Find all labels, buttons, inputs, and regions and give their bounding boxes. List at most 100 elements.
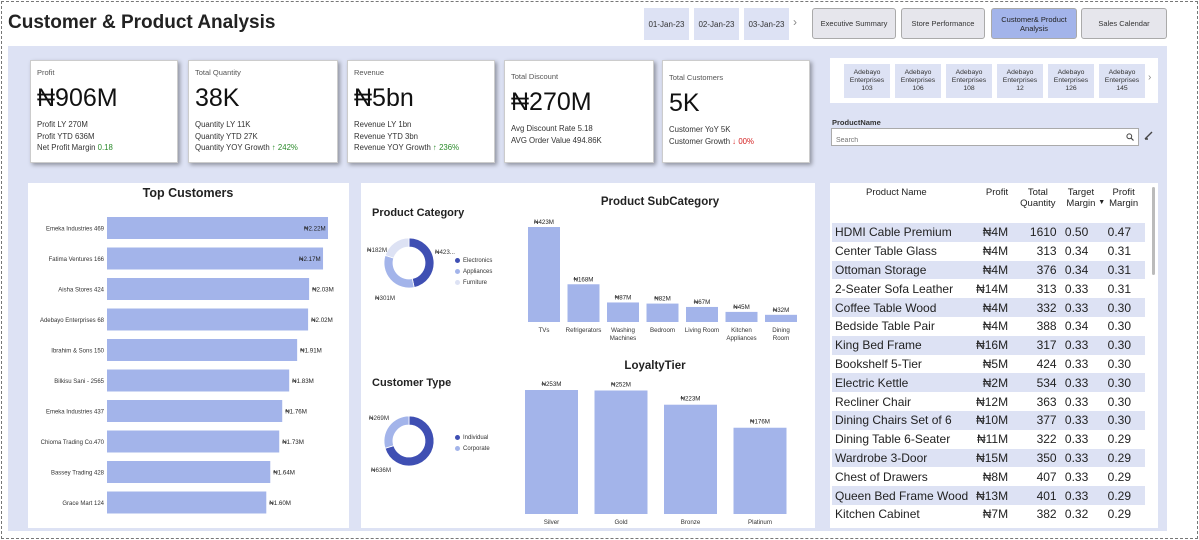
store-slicer-item[interactable]: Adebayo Enterprises 126 (1048, 64, 1094, 98)
search-icon[interactable] (1126, 133, 1134, 141)
target-margin-cell: 0.34 (1064, 262, 1089, 277)
profit-cell: ₦11M (976, 432, 1009, 447)
profit-cell: ₦4M (982, 244, 1009, 259)
quantity-cell: 332 (1036, 300, 1057, 315)
table-row[interactable]: Kitchen Cabinet ₦7M 382 0.32 0.29 (832, 504, 1145, 524)
customer-bar (107, 278, 310, 300)
target-margin-cell: 0.34 (1064, 244, 1089, 259)
productname-label: ProductName (832, 118, 881, 127)
store-slicer-item[interactable]: Adebayo Enterprises 103 (844, 64, 890, 98)
kpi-card-customers: Total Customers 5K Customer YoY 5K Custo… (662, 60, 810, 163)
target-margin-cell: 0.33 (1064, 281, 1089, 296)
kpi-card-quantity: Total Quantity 38K Quantity LY 11K Quant… (188, 60, 338, 163)
customer-bar (107, 308, 309, 331)
product-category-donut: ₦423... ₦301M ₦182M (367, 237, 455, 302)
col-target-margin[interactable]: Target Margin (1066, 187, 1096, 209)
product-name-cell: Dining Chairs Set of 6 (835, 413, 952, 428)
customer-bar (107, 400, 283, 422)
legend-dot (455, 268, 460, 274)
kpi-card-profit: Profit ₦906M Profit LY 270M Profit YTD 6… (30, 60, 178, 163)
subcategory-bar (567, 284, 600, 322)
subcategory-label: Kitchen (731, 327, 752, 334)
quantity-cell: 382 (1036, 507, 1057, 522)
product-name-cell: King Bed Frame (835, 338, 922, 353)
table-row[interactable]: Center Table Glass ₦4M 313 0.34 0.31 (832, 241, 1145, 261)
customer-label: Fatima Ventures 166 (49, 257, 105, 263)
page-title: Customer & Product Analysis (8, 12, 276, 33)
nav-customer-product-analysis[interactable]: Customer& Product Analysis (991, 8, 1077, 39)
customer-value-label: ₦1.64M (273, 470, 295, 477)
subcategory-label: Dining (772, 327, 790, 334)
product-category-title: Product Category (372, 207, 465, 219)
product-search-box[interactable] (831, 128, 1139, 149)
profit-cell: ₦12M (976, 394, 1009, 409)
subcategory-bar (765, 314, 797, 322)
donut-slice (383, 415, 410, 449)
table-row[interactable]: HDMI Cable Premium ₦4M 1610 0.50 0.47 (832, 223, 1145, 242)
profit-margin-cell: 0.30 (1107, 394, 1131, 409)
table-row[interactable]: Chest of Drawers ₦8M 407 0.33 0.29 (832, 467, 1145, 487)
table-row[interactable]: Bedside Table Pair ₦4M 388 0.34 0.30 (832, 316, 1145, 336)
table-row[interactable]: Queen Bed Frame Wood ₦13M 401 0.33 0.29 (832, 486, 1145, 505)
store-slicer-item[interactable]: Adebayo Enterprises 106 (895, 64, 941, 98)
target-margin-cell: 0.33 (1064, 356, 1089, 371)
table-body: HDMI Cable Premium ₦4M 1610 0.50 0.47 Center … (832, 223, 1145, 524)
quantity-cell: 322 (1036, 432, 1057, 447)
table-row[interactable]: Coffee Table Wood ₦4M 332 0.33 0.30 (832, 298, 1145, 317)
legend-dot (455, 445, 460, 451)
chevron-right-icon[interactable]: › (793, 15, 797, 29)
subcategory-label: Refrigerators (566, 327, 602, 334)
table-row[interactable]: Wardrobe 3-Door ₦15M 350 0.33 0.29 (832, 448, 1145, 468)
table-row[interactable]: Dining Table 6-Seater ₦11M 322 0.33 0.29 (832, 429, 1145, 449)
product-name-cell: Coffee Table Wood (835, 300, 937, 315)
profit-margin-cell: 0.29 (1107, 450, 1131, 465)
loyalty-bar (733, 427, 787, 514)
subcategory-bar (725, 311, 758, 322)
target-margin-cell: 0.34 (1064, 319, 1089, 334)
donut-value-label: ₦269M (369, 415, 389, 422)
customer-label: Aisha Stores 424 (58, 288, 104, 294)
customer-label: Bassey Trading 428 (51, 471, 105, 477)
table-scrollbar[interactable] (1152, 187, 1155, 275)
eraser-icon[interactable] (1144, 131, 1153, 140)
table-row[interactable]: Ottoman Storage ₦4M 376 0.34 0.31 (832, 260, 1145, 280)
profit-margin-cell: 0.31 (1107, 281, 1131, 296)
col-profit[interactable]: Profit (985, 187, 1009, 198)
quantity-cell: 377 (1036, 413, 1057, 428)
profit-cell: ₦8M (982, 469, 1009, 484)
table-row[interactable]: Electric Kettle ₦2M 534 0.33 0.30 (832, 373, 1145, 393)
product-name-cell: Queen Bed Frame Wood (835, 488, 969, 503)
customer-label: Chioma Trading Co.470 (41, 440, 105, 446)
store-slicer-item[interactable]: Adebayo Enterprises 108 (946, 64, 992, 98)
table-row[interactable]: Bookshelf 5-Tier ₦5M 424 0.33 0.30 (832, 354, 1145, 374)
table-row[interactable]: Dining Chairs Set of 6 ₦10M 377 0.33 0.30 (832, 410, 1145, 430)
target-margin-cell: 0.33 (1064, 394, 1089, 409)
subcategory-bar (686, 306, 718, 322)
store-slicer-item[interactable]: Adebayo Enterprises 12 (997, 64, 1043, 98)
col-total-quantity[interactable]: Total Quantity (1020, 187, 1056, 209)
kpi-card-discount: Total Discount ₦270M Avg Discount Rate 5… (504, 60, 654, 163)
nav-store-performance[interactable]: Store Performance (901, 8, 985, 39)
col-product-name[interactable]: Product Name (866, 187, 927, 198)
date-button-3[interactable]: 03-Jan-23 (744, 8, 789, 40)
donut-value-label: ₦636M (371, 467, 391, 474)
date-button-2[interactable]: 02-Jan-23 (694, 8, 739, 40)
table-row[interactable]: King Bed Frame ₦16M 317 0.33 0.30 (832, 335, 1145, 355)
table-row[interactable]: 2-Seater Sofa Leather ₦14M 313 0.33 0.31 (832, 279, 1145, 299)
col-profit-margin[interactable]: Profit Margin ▼ (1098, 187, 1139, 209)
store-slicer-item[interactable]: Adebayo Enterprises 145 (1099, 64, 1145, 98)
product-subcategory-title: Product SubCategory (601, 196, 720, 208)
target-margin-cell: 0.33 (1064, 488, 1089, 503)
nav-sales-calendar[interactable]: Sales Calendar (1081, 8, 1167, 39)
profit-margin-cell: 0.29 (1107, 469, 1131, 484)
customer-bar (107, 247, 324, 270)
customer-label: Ibrahim & Sons 150 (51, 349, 104, 355)
product-search-input[interactable] (832, 132, 1117, 149)
table-row[interactable]: Recliner Chair ₦12M 363 0.33 0.30 (832, 392, 1145, 411)
nav-executive-summary[interactable]: Executive Summary (812, 8, 896, 39)
product-name-cell: Wardrobe 3-Door (835, 450, 928, 465)
date-button-1[interactable]: 01-Jan-23 (644, 8, 689, 40)
slicer-next-icon[interactable]: › (1148, 72, 1152, 83)
profit-margin-cell: 0.30 (1107, 300, 1131, 315)
kpi-value: 38K (195, 84, 240, 112)
